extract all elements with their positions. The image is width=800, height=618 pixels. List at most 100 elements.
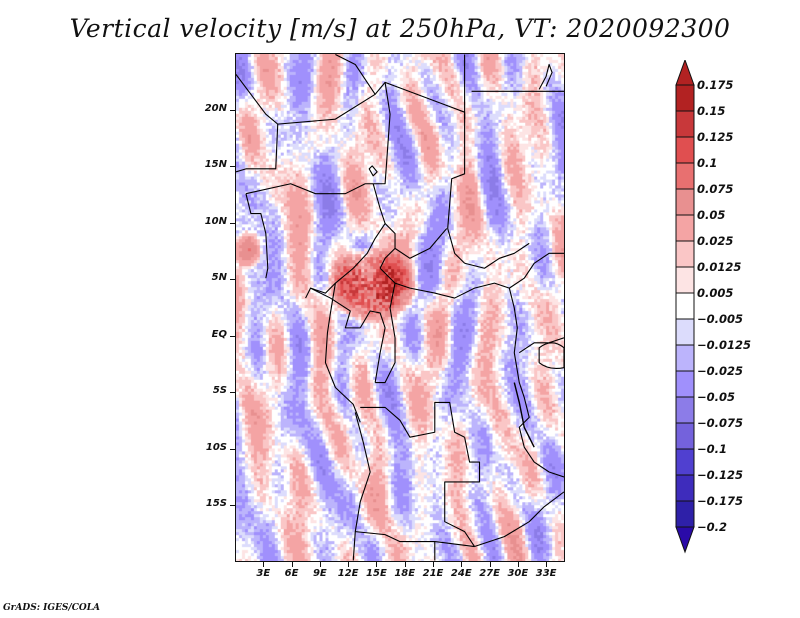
x-axis-tick xyxy=(376,562,378,567)
x-axis-tick xyxy=(348,562,350,567)
border-zambia-east xyxy=(474,491,564,548)
colorbar-swatch xyxy=(675,240,695,268)
colorbar-swatch xyxy=(675,162,695,190)
y-axis-label: 5S xyxy=(212,385,227,397)
border-sudan-car xyxy=(464,242,530,269)
plot-title: Vertical velocity [m/s] at 250hPa, VT: 2… xyxy=(69,14,731,43)
colorbar-label: 0.005 xyxy=(697,286,734,300)
border-namibia-west xyxy=(352,412,371,561)
colorbar-swatch xyxy=(675,474,695,502)
x-axis-label: 3E xyxy=(256,568,271,579)
x-axis-label: 12E xyxy=(337,568,359,579)
colorbar-label: −0.1 xyxy=(697,442,728,456)
x-axis-tick xyxy=(433,562,434,567)
colorbar-top-arrow xyxy=(675,60,695,86)
x-axis-tick xyxy=(461,562,463,567)
colorbar-swatch xyxy=(675,292,695,320)
border-angola-zambia xyxy=(444,437,481,547)
colorbar-label: 0.075 xyxy=(697,182,734,196)
x-axis-tick xyxy=(489,562,491,567)
x-axis-label: 21E xyxy=(422,568,444,579)
colorbar-label: −0.0125 xyxy=(697,338,752,352)
x-axis-tick xyxy=(319,562,321,567)
colorbar xyxy=(675,60,695,554)
y-axis-tick xyxy=(230,109,235,111)
colorbar-label: 0.025 xyxy=(697,234,734,248)
colorbar-swatch xyxy=(675,188,695,216)
border-niger-chad xyxy=(373,82,391,185)
border-angola-drc xyxy=(360,401,465,438)
border-niger-algeria xyxy=(236,54,376,125)
y-axis-label: 10S xyxy=(205,441,227,453)
border-chad-cameroon xyxy=(379,223,396,269)
x-axis-tick xyxy=(263,562,265,567)
colorbar-label: 0.05 xyxy=(697,208,726,222)
colorbar-label: −0.075 xyxy=(697,416,744,430)
vertical-velocity-field xyxy=(236,54,564,561)
border-nigeria-cameroon xyxy=(305,183,386,299)
y-axis-label: 5N xyxy=(211,272,227,284)
colorbar-swatch xyxy=(675,344,695,372)
x-axis-label: 30E xyxy=(507,568,529,579)
colorbar-swatch xyxy=(675,422,695,450)
border-nigeria-benin xyxy=(265,233,269,279)
y-axis-label: 10N xyxy=(204,215,227,227)
y-axis-label: EQ xyxy=(211,328,227,340)
colorbar-label: 0.125 xyxy=(697,130,734,144)
y-axis-tick xyxy=(230,222,235,224)
colorbar-swatch xyxy=(675,110,695,138)
x-axis-label: 9E xyxy=(312,568,327,579)
border-south-sudan xyxy=(509,252,564,289)
country-borders xyxy=(236,54,564,561)
border-niger-nigeria xyxy=(245,183,374,195)
border-tanzania xyxy=(533,461,564,478)
colorbar-label: −0.005 xyxy=(697,312,744,326)
x-axis-label: 15E xyxy=(366,568,387,579)
x-axis-label: 18E xyxy=(394,568,416,579)
colorbar-bottom-arrow xyxy=(675,526,695,554)
x-axis-tick xyxy=(291,562,293,567)
border-coast-gabon xyxy=(324,283,361,423)
border-drc-east xyxy=(508,287,535,463)
border-chad-car xyxy=(394,228,448,259)
colorbar-swatch xyxy=(675,500,695,528)
border-angola-namibia xyxy=(355,531,475,548)
border-benin xyxy=(245,193,267,234)
y-axis-tick xyxy=(230,166,235,168)
y-axis-label: 20N xyxy=(204,102,227,114)
colorbar-label: −0.2 xyxy=(697,520,728,534)
colorbar-label: −0.05 xyxy=(697,390,736,404)
nile-red-sea-coast xyxy=(538,63,553,90)
border-libya-niger xyxy=(374,81,466,120)
colorbar-label: 0.0125 xyxy=(697,260,742,274)
colorbar-swatch xyxy=(675,136,695,164)
lake-victoria xyxy=(538,342,564,369)
x-axis-label: 27E xyxy=(479,568,500,579)
colorbar-swatch xyxy=(675,396,695,424)
x-axis-tick xyxy=(546,562,548,567)
y-axis-tick xyxy=(230,279,235,281)
border-mali-niger xyxy=(236,124,279,173)
y-axis-tick xyxy=(230,448,235,450)
y-axis-tick xyxy=(230,392,235,394)
y-axis-label: 15S xyxy=(205,498,227,510)
y-axis-tick xyxy=(230,335,235,337)
colorbar-swatch xyxy=(675,318,695,346)
colorbar-swatch xyxy=(675,448,695,476)
colorbar-label: −0.175 xyxy=(697,494,744,508)
border-cameroon-gabon xyxy=(310,287,361,329)
border-drc-congo xyxy=(375,283,396,384)
border-congo-gabon xyxy=(359,310,386,383)
y-axis-label: 15N xyxy=(204,159,227,171)
border-chad-sudan xyxy=(447,112,466,264)
grads-credit: GrADS: IGES/COLA xyxy=(3,603,101,613)
colorbar-label: 0.1 xyxy=(697,156,718,170)
colorbar-label: −0.025 xyxy=(697,364,744,378)
border-great-lakes xyxy=(518,337,564,354)
x-axis-label: 33E xyxy=(535,568,557,579)
y-axis-tick xyxy=(230,505,235,507)
colorbar-swatch xyxy=(675,266,695,294)
map-panel xyxy=(235,53,565,562)
border-car-drc xyxy=(379,267,510,299)
lake-tanganyika xyxy=(513,382,535,448)
